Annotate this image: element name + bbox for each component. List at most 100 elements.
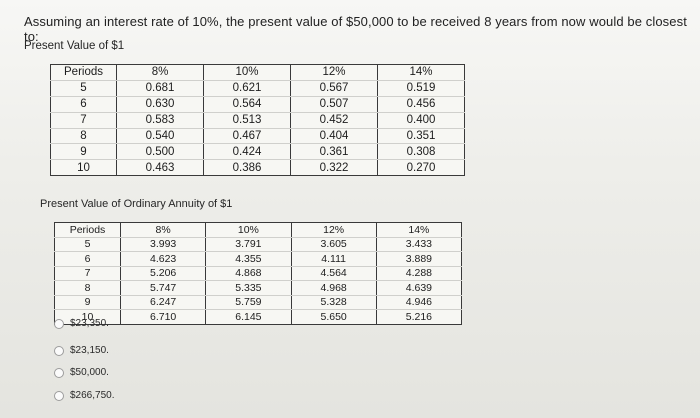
table-cell: 0.507 (290, 95, 378, 113)
table-row: 8 5.747 5.335 4.968 4.639 (54, 280, 463, 296)
table-cell: 0.467 (203, 127, 291, 145)
table-row: 10 6.710 6.145 5.650 5.216 (54, 309, 463, 325)
table-cell: 7 (50, 111, 117, 129)
table-cell: 0.424 (203, 143, 291, 161)
table-cell: 0.519 (377, 79, 465, 97)
table-cell: 0.540 (116, 127, 204, 145)
table-cell: 8 (54, 280, 121, 296)
table-cell: 5.747 (119, 280, 207, 296)
table-cell: 0.583 (116, 111, 204, 129)
table-cell: 6.710 (119, 309, 207, 325)
column-header-10pct: 10% (203, 64, 291, 81)
table-cell: 4.968 (290, 280, 377, 296)
table-cell: 5.328 (290, 294, 377, 310)
annuity-table: Periods 8% 10% 12% 14% 5 3.993 3.791 3.6… (54, 222, 463, 325)
table-cell: 0.456 (377, 95, 465, 113)
table-cell: 0.564 (203, 95, 291, 113)
table-cell: 0.630 (116, 95, 204, 113)
table-row: 6 4.623 4.355 4.111 3.889 (54, 251, 463, 267)
table-cell: 9 (54, 294, 121, 310)
table-cell: 0.308 (377, 143, 465, 161)
answer-option-label: $23,150. (70, 345, 109, 356)
table-header-row: Periods 8% 10% 12% 14% (54, 222, 463, 238)
table-cell: 0.567 (290, 79, 378, 97)
table-cell: 0.400 (377, 111, 465, 129)
table-cell: 0.361 (290, 143, 378, 161)
table-cell: 10 (50, 159, 117, 177)
column-header-14pct: 14% (377, 64, 465, 81)
table-cell: 0.270 (377, 159, 465, 177)
table-cell: 8 (50, 127, 117, 145)
table-header-row: Periods 8% 10% 12% 14% (50, 64, 465, 81)
table-cell: 5.759 (205, 294, 292, 310)
radio-button[interactable] (54, 367, 64, 378)
table-row: 10 0.463 0.386 0.322 0.270 (50, 159, 465, 177)
table2-title: Present Value of Ordinary Annuity of $1 (40, 198, 233, 210)
answer-option-label: $266,750. (70, 390, 115, 401)
table-cell: 5.650 (290, 309, 377, 325)
table-cell: 5 (54, 236, 121, 252)
table-cell: 4.564 (290, 265, 377, 281)
table-cell: 0.386 (203, 159, 291, 177)
table-cell: 5.206 (119, 265, 207, 281)
table-row: 8 0.540 0.467 0.404 0.351 (50, 127, 465, 145)
table-cell: 4.355 (205, 251, 292, 267)
table-cell: 7 (54, 265, 121, 281)
table-cell: 5.216 (375, 309, 463, 325)
table-cell: 0.322 (290, 159, 378, 177)
table-row: 7 5.206 4.868 4.564 4.288 (54, 265, 463, 281)
radio-button[interactable] (54, 345, 64, 356)
table-cell: 0.621 (203, 79, 291, 97)
table-row: 6 0.630 0.564 0.507 0.456 (50, 95, 465, 113)
table-cell: 3.791 (205, 236, 292, 252)
table1-title: Present Value of $1 (24, 40, 125, 52)
table-cell: 4.623 (119, 251, 207, 267)
table-cell: 3.889 (375, 251, 463, 267)
table-cell: 4.111 (290, 251, 377, 267)
answer-option[interactable]: $266,750. (54, 390, 115, 401)
table-cell: 3.433 (375, 236, 463, 252)
table-cell: 10 (54, 309, 121, 325)
present-value-table: Periods 8% 10% 12% 14% 5 0.681 0.621 0.5… (50, 64, 465, 177)
column-header-periods: Periods (50, 64, 117, 81)
table-cell: 9 (50, 143, 117, 161)
column-header-8pct: 8% (116, 64, 204, 81)
table-row: 9 0.500 0.424 0.361 0.308 (50, 143, 465, 161)
column-header-12pct: 12% (290, 64, 378, 81)
table-cell: 0.681 (116, 79, 204, 97)
column-header-periods: Periods (54, 222, 121, 238)
table-cell: 6.247 (119, 294, 207, 310)
table-cell: 4.868 (205, 265, 292, 281)
column-header-14pct: 14% (375, 222, 463, 238)
table-cell: 0.452 (290, 111, 378, 129)
table-cell: 0.513 (203, 111, 291, 129)
table-cell: 3.993 (119, 236, 207, 252)
table-cell: 0.463 (116, 159, 204, 177)
table-cell: 5 (50, 79, 117, 97)
table-cell: 0.500 (116, 143, 204, 161)
radio-button[interactable] (54, 318, 64, 329)
column-header-12pct: 12% (290, 222, 377, 238)
answer-option[interactable]: $23,150. (54, 345, 109, 356)
question-text: Assuming an interest rate of 10%, the pr… (24, 14, 687, 44)
table-cell: 4.288 (375, 265, 463, 281)
table-row: 5 3.993 3.791 3.605 3.433 (54, 236, 463, 252)
table-cell: 0.404 (290, 127, 378, 145)
answer-option-label: $50,000. (70, 367, 109, 378)
table-cell: 5.335 (205, 280, 292, 296)
table-cell: 4.639 (375, 280, 463, 296)
table-cell: 6 (54, 251, 121, 267)
table-cell: 0.351 (377, 127, 465, 145)
radio-button[interactable] (54, 390, 64, 401)
answer-option[interactable]: $23,350. (54, 318, 109, 329)
table-cell: 6.145 (205, 309, 292, 325)
table-cell: 4.946 (375, 294, 463, 310)
table-cell: 3.605 (290, 236, 377, 252)
answer-option[interactable]: $50,000. (54, 367, 109, 378)
table-row: 7 0.583 0.513 0.452 0.400 (50, 111, 465, 129)
column-header-8pct: 8% (119, 222, 207, 238)
table-row: 5 0.681 0.621 0.567 0.519 (50, 79, 465, 97)
table-cell: 6 (50, 95, 117, 113)
answer-option-label: $23,350. (70, 318, 109, 329)
table-row: 9 6.247 5.759 5.328 4.946 (54, 294, 463, 310)
